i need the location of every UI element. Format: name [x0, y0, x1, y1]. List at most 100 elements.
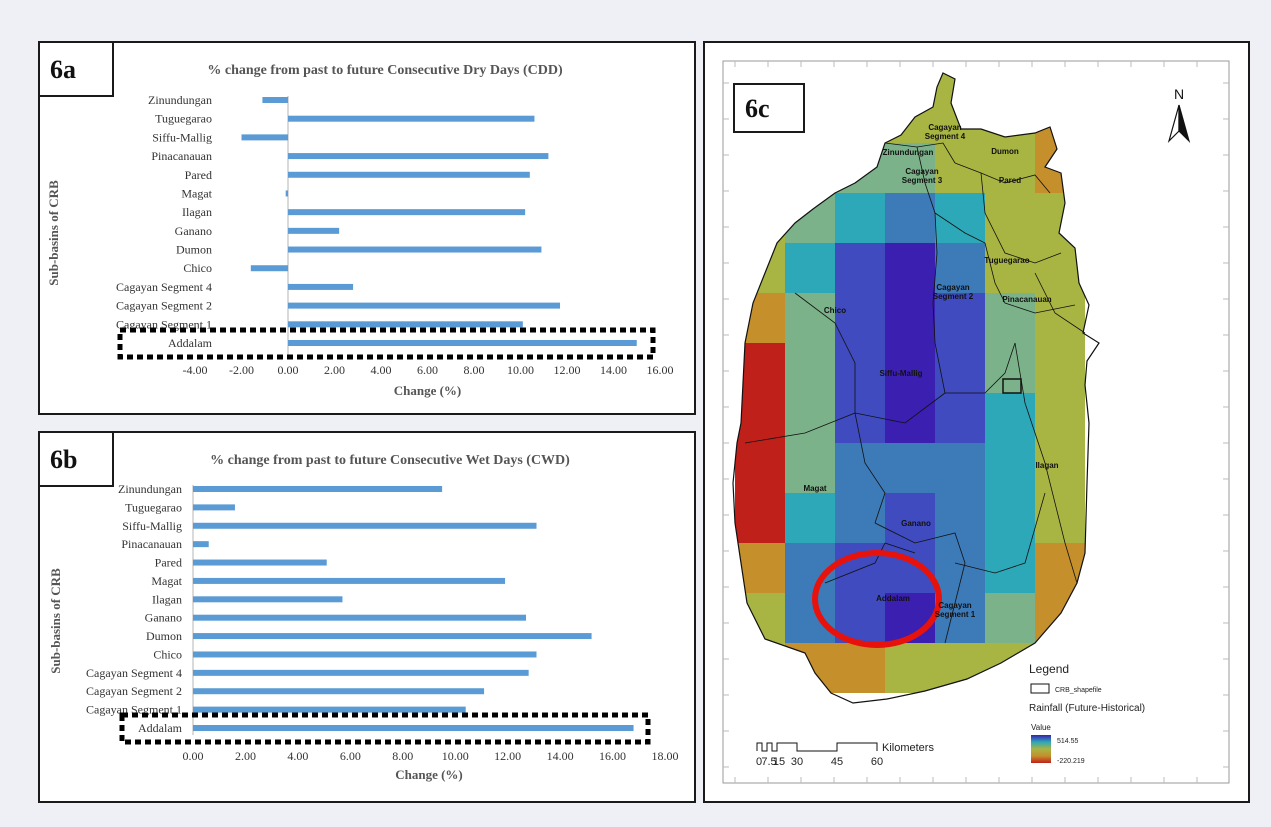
- raster-cell: [885, 643, 935, 693]
- scale-tick-label: 45: [831, 756, 843, 768]
- raster-cell: [885, 243, 935, 293]
- category-label: Chico: [153, 647, 182, 661]
- bar: [193, 614, 527, 621]
- x-tick-label: 10.00: [442, 749, 469, 763]
- scale-tick-label: 30: [791, 756, 803, 768]
- subbasin-label: Magat: [803, 484, 826, 493]
- category-label: Addalam: [168, 336, 213, 350]
- raster-cell: [1035, 443, 1085, 493]
- x-tick-label: 6.00: [340, 749, 361, 763]
- raster-cell: [735, 443, 785, 493]
- bar: [241, 134, 288, 141]
- scale-tick-label: 0: [756, 756, 762, 768]
- bar: [193, 486, 443, 492]
- bar: [193, 541, 209, 548]
- subbasin-boundary: [984, 242, 1076, 314]
- category-label: Pared: [185, 168, 212, 182]
- raster-cell: [835, 343, 885, 393]
- x-tick-label: 12.00: [554, 363, 581, 377]
- category-label: Chico: [183, 261, 212, 275]
- category-label: Siffu-Mallig: [122, 519, 182, 533]
- raster-cell: [835, 443, 885, 493]
- raster-cell: [985, 393, 1035, 443]
- y-axis-label: Sub-basins of CRB: [48, 568, 63, 674]
- raster-cell: [735, 493, 785, 543]
- north-arrow-right: [1178, 104, 1191, 144]
- x-tick-label: 2.00: [324, 363, 345, 377]
- subbasin-label: Dumon: [991, 147, 1019, 156]
- bar: [193, 559, 327, 566]
- category-label: Ganano: [175, 224, 212, 238]
- x-tick-label: 14.00: [547, 749, 574, 763]
- category-label: Cagayan Segment 1: [86, 703, 182, 717]
- raster-cell: [785, 293, 835, 343]
- raster-cell: [985, 493, 1035, 543]
- bar: [288, 283, 354, 290]
- raster-cell: [835, 193, 885, 243]
- bar: [193, 633, 592, 640]
- panel-label-6a: 6a: [40, 43, 114, 97]
- legend-value-label: Value: [1031, 723, 1051, 732]
- x-axis-label: Change (%): [395, 767, 463, 782]
- bar: [288, 246, 542, 253]
- bar: [193, 725, 634, 731]
- bar: [193, 577, 506, 584]
- category-label: Cagayan Segment 4: [86, 666, 182, 680]
- cdd-bar-chart: % change from past to future Consecutive…: [46, 63, 674, 398]
- raster-cell: [885, 393, 935, 443]
- basin-outline: [732, 72, 1100, 704]
- x-tick-label: 8.00: [392, 749, 413, 763]
- raster-cell: [985, 593, 1035, 643]
- raster-cell: [935, 393, 985, 443]
- bar: [193, 669, 529, 676]
- bar: [288, 171, 530, 178]
- subbasin-label: Cagayan Segment 4: [925, 123, 966, 141]
- subbasin-label: Cagayan Segment 1: [935, 601, 976, 619]
- subbasin-boundary: [1034, 272, 1086, 334]
- category-label: Magat: [181, 186, 212, 200]
- x-tick-label: 4.00: [371, 363, 392, 377]
- raster-cell: [935, 443, 985, 493]
- subbasin-boundary: [874, 522, 966, 644]
- raster-cell: [885, 493, 935, 543]
- raster-cell: [935, 543, 985, 593]
- bar: [250, 265, 288, 272]
- bar: [285, 190, 288, 197]
- subbasin-label: Zinundungan: [883, 148, 934, 157]
- x-tick-label: 10.00: [507, 363, 534, 377]
- raster-cell: [785, 443, 835, 493]
- bar: [262, 97, 288, 103]
- category-label: Ganano: [145, 611, 182, 625]
- x-axis-label: Change (%): [394, 383, 462, 398]
- scale-tick-label: 7.5: [761, 756, 776, 768]
- x-tick-label: 8.00: [464, 363, 485, 377]
- raster-cell: [785, 593, 835, 643]
- bar: [193, 596, 343, 603]
- category-label: Dumon: [146, 629, 182, 643]
- raster-cell: [885, 143, 935, 193]
- bar: [193, 706, 466, 713]
- raster-cell: [935, 193, 985, 243]
- raster-cell: [835, 643, 885, 693]
- north-arrow-label: N: [1174, 86, 1184, 102]
- bar: [288, 340, 637, 346]
- subbasin-boundary: [794, 292, 856, 413]
- subbasin-boundary: [954, 162, 1051, 194]
- legend-title: Legend: [1029, 662, 1069, 676]
- x-tick-label: 14.00: [600, 363, 627, 377]
- category-label: Pinacanauan: [151, 149, 212, 163]
- subbasin-boundary: [854, 412, 886, 524]
- x-tick-label: 16.00: [599, 749, 626, 763]
- raster-cell: [935, 593, 985, 643]
- subbasin-boundary: [916, 146, 946, 394]
- category-label: Ilagan: [152, 592, 182, 606]
- bar: [193, 651, 537, 658]
- raster-cell: [985, 143, 1035, 193]
- category-label: Cagayan Segment 2: [116, 299, 212, 313]
- bar: [288, 302, 561, 309]
- raster-cell: [885, 543, 935, 593]
- legend-color-ramp: [1031, 735, 1051, 763]
- subbasin-boundary: [854, 392, 946, 424]
- raster-cell: [835, 293, 885, 343]
- subbasin-label: Siffu-Mallig: [879, 369, 922, 378]
